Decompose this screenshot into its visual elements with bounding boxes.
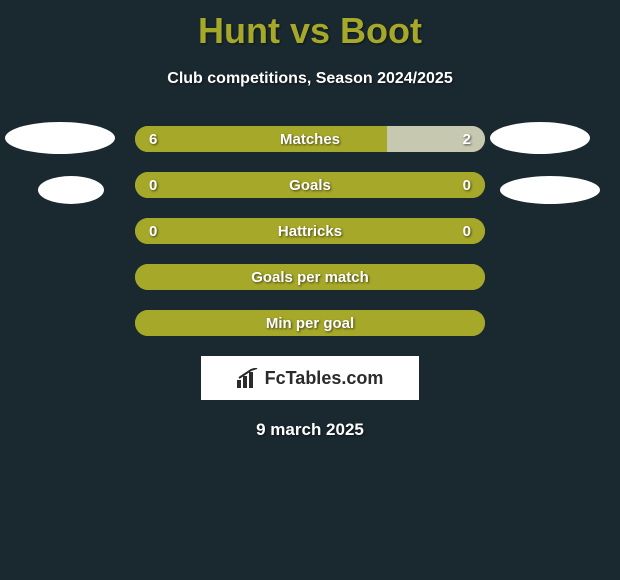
decorative-ellipse (500, 176, 600, 204)
stat-label: Hattricks (135, 218, 485, 244)
stat-row: Goals0 0 (135, 172, 485, 198)
stat-row: Goals per match (135, 264, 485, 290)
decorative-ellipse (5, 122, 115, 154)
stat-right-value: 0 (463, 172, 471, 198)
page-title: Hunt vs Boot (0, 0, 620, 52)
stat-left-value: 0 (149, 218, 157, 244)
decorative-ellipse (38, 176, 104, 204)
stat-row: Matches6 2 (135, 126, 485, 152)
stat-label: Min per goal (135, 310, 485, 336)
stat-left-value: 0 (149, 172, 157, 198)
stat-row: Min per goal (135, 310, 485, 336)
date-text: 9 march 2025 (0, 420, 620, 440)
stat-right-value: 2 (463, 126, 471, 152)
logo-box: FcTables.com (201, 356, 419, 400)
stat-label: Goals per match (135, 264, 485, 290)
decorative-ellipse (490, 122, 590, 154)
stat-label: Matches (135, 126, 485, 152)
stat-right-value: 0 (463, 218, 471, 244)
logo-chart-icon (237, 368, 259, 388)
logo-text: FcTables.com (265, 368, 384, 389)
stat-row: Hattricks0 0 (135, 218, 485, 244)
comparison-rows: Matches62Goals00Hattricks00Goals per mat… (135, 126, 485, 336)
stat-left-value: 6 (149, 126, 157, 152)
subtitle: Club competitions, Season 2024/2025 (0, 70, 620, 88)
stat-label: Goals (135, 172, 485, 198)
